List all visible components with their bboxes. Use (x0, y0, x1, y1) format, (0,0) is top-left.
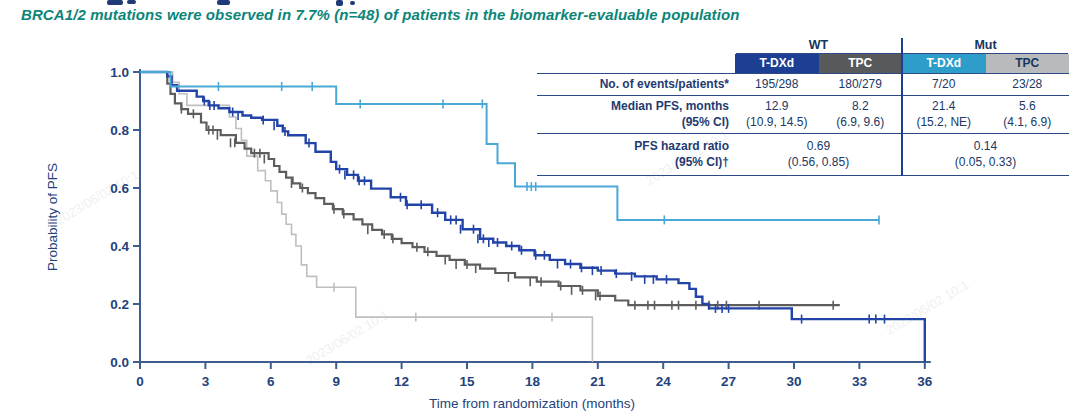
col-header-mut-tdxd: T-DXd (902, 54, 986, 73)
col-header-wt-tdxd: T-DXd (735, 54, 819, 73)
hazard-mut: 0.14(0.05, 0.33) (902, 134, 1069, 176)
x-tick-label: 24 (656, 374, 672, 389)
x-tick-label: 9 (332, 374, 340, 389)
group-header-mut: Mut (903, 38, 1068, 54)
x-tick-label: 18 (525, 374, 541, 389)
events-mut-tpc: 23/28 (986, 73, 1070, 96)
median-wt-tdxd: 12.9(10.9, 14.5) (735, 96, 819, 134)
y-tick-label: 0.8 (110, 123, 129, 138)
group-header-wt: WT (736, 38, 901, 54)
col-header-mut-tpc: TPC (986, 54, 1070, 73)
x-tick-label: 3 (202, 374, 210, 389)
y-tick-label: 0.6 (110, 181, 129, 196)
y-axis-title: Probability of PFS (45, 163, 60, 271)
events-mut-tdxd: 7/20 (902, 73, 986, 96)
events-wt-tpc: 180/279 (819, 73, 903, 96)
y-tick-label: 1.0 (110, 65, 129, 80)
x-tick-label: 15 (459, 374, 475, 389)
km-curve-mut-tpc (140, 72, 592, 362)
x-tick-label: 12 (394, 374, 409, 389)
x-tick-label: 33 (852, 374, 868, 389)
wt-mut-divider (901, 38, 904, 176)
y-tick-label: 0.2 (110, 297, 129, 312)
row-label-hazard: PFS hazard ratio(95% CI)† (537, 134, 735, 176)
col-header-wt-tpc: TPC (819, 54, 903, 73)
median-wt-tpc: 8.2(6.9, 9.6) (819, 96, 903, 134)
x-tick-label: 36 (917, 374, 933, 389)
x-tick-label: 30 (786, 374, 801, 389)
x-tick-label: 27 (721, 374, 736, 389)
slide: BRCA1/2 mutations were observed in 7.7% … (0, 0, 1080, 417)
row-label-events: No. of events/patients* (537, 73, 735, 96)
table-corner (537, 38, 735, 54)
y-tick-label: 0.0 (110, 355, 129, 370)
x-tick-label: 21 (590, 374, 606, 389)
median-mut-tpc: 5.6(4.1, 6.9) (986, 96, 1070, 134)
y-tick-label: 0.4 (110, 239, 129, 254)
median-mut-tdxd: 21.4(15.2, NE) (902, 96, 986, 134)
events-wt-tdxd: 195/298 (735, 73, 819, 96)
x-axis-title: Time from randomization (months) (429, 396, 635, 411)
results-table: WT Mut T-DXd TPC T-DXd TPC No. of events… (537, 38, 1069, 176)
x-tick-label: 6 (267, 374, 275, 389)
row-label-median: Median PFS, months(95% CI) (537, 96, 735, 134)
hazard-wt: 0.69(0.56, 0.85) (735, 134, 902, 176)
x-tick-label: 0 (136, 374, 144, 389)
